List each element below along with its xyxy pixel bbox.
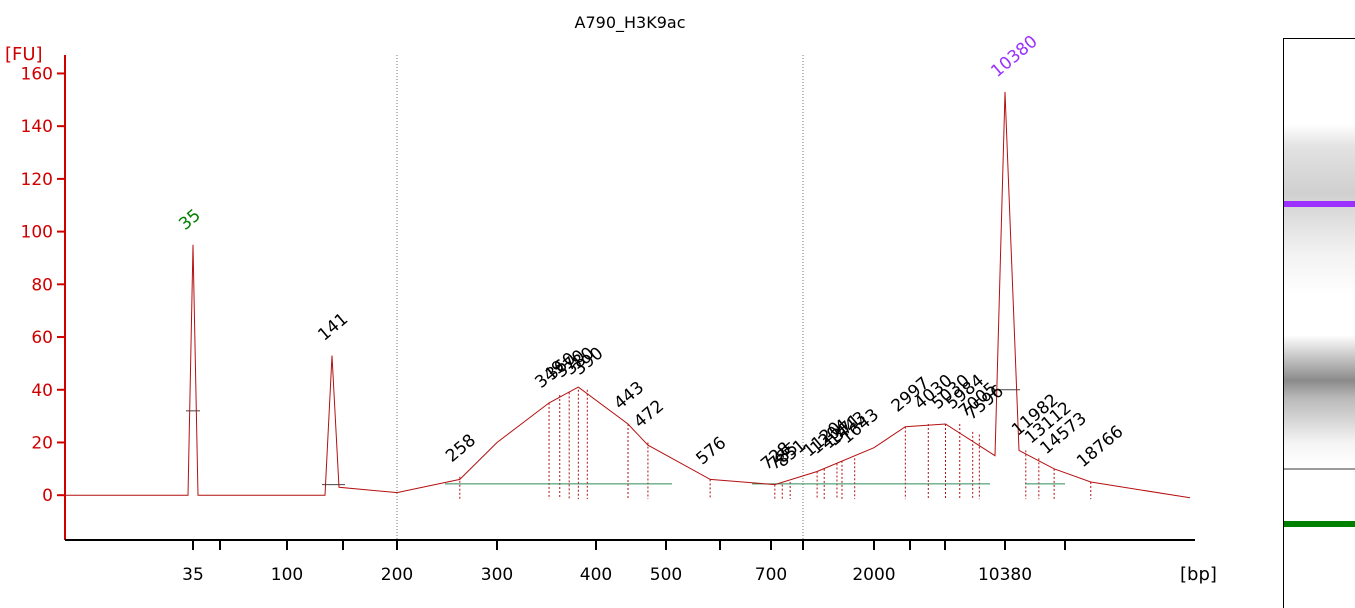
peak-region-lines [459, 389, 1092, 500]
y-tick-label: 80 [31, 275, 53, 295]
x-tick-label: 400 [580, 565, 612, 585]
x-tick-label: 700 [755, 565, 787, 585]
baseline-lines [186, 389, 1065, 486]
y-tick-label: 20 [31, 433, 53, 453]
x-tick-label: 500 [650, 565, 682, 585]
faint-band [1284, 468, 1355, 470]
x-axis-unit: [bp] [1180, 564, 1217, 585]
chart-axes [64, 55, 1195, 541]
chart-title: A790_H3K9ac [575, 13, 686, 33]
y-axis-ticks: 0 20 40 60 80 100 120 140 160 [21, 64, 65, 506]
gel-lane [1283, 38, 1355, 608]
y-tick-label: 40 [31, 381, 53, 401]
peak-label: 35 [175, 205, 204, 234]
x-tick-label: 200 [381, 565, 413, 585]
y-tick-label: 0 [42, 486, 53, 506]
x-tick-label: 300 [481, 565, 513, 585]
x-tick-label: 100 [271, 565, 303, 585]
chart-grid [396, 55, 804, 540]
peak-label: 576 [693, 433, 731, 469]
y-tick-label: 100 [21, 223, 53, 243]
upper-marker-band [1284, 201, 1355, 207]
y-tick-label: 120 [21, 170, 53, 190]
x-axis-ticks: 35 100 200 300 400 500 700 2000 10380 [182, 540, 1066, 585]
trace-group [65, 91, 1191, 499]
peak-label: 258 [442, 430, 480, 466]
trace-line [65, 91, 1191, 499]
peak-label: 10380 [987, 32, 1041, 82]
x-tick-label: 35 [182, 565, 204, 585]
y-tick-label: 60 [31, 328, 53, 348]
x-tick-label: 2000 [852, 565, 895, 585]
y-tick-label: 140 [21, 117, 53, 137]
x-tick-label: 10380 [978, 565, 1032, 585]
lower-marker-band [1284, 521, 1355, 527]
y-tick-label: 160 [21, 64, 53, 84]
peak-label: 141 [314, 309, 352, 345]
electropherogram-chart: A790_H3K9ac [FU] [bp] 0 20 40 60 80 100 120 140… [5, 13, 1217, 585]
y-axis-unit: [FU] [5, 44, 43, 65]
